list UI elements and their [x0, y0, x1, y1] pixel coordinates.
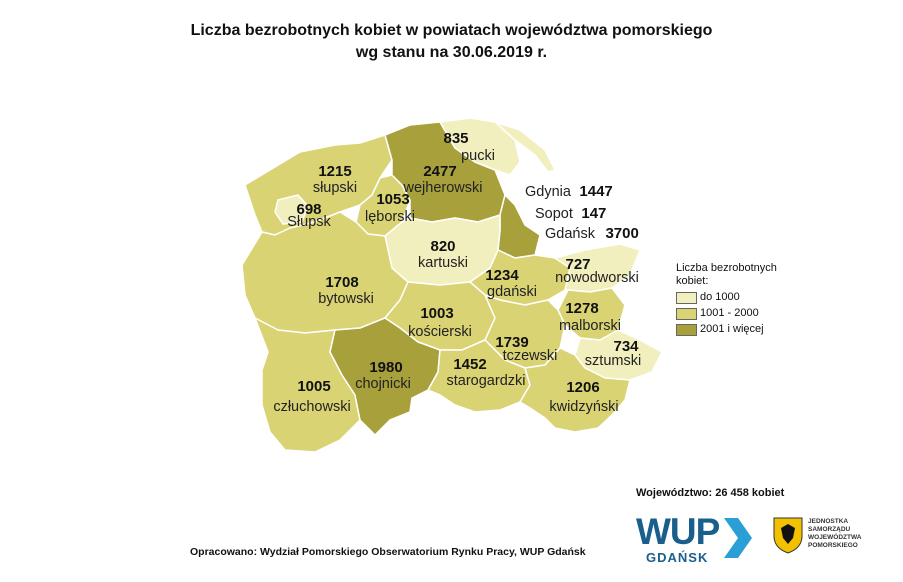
- label-value-tczewski: 1739: [495, 334, 528, 351]
- city-value-gdynia: 1447: [579, 183, 612, 200]
- label-name-czluchowski: człuchowski: [273, 399, 350, 415]
- label-name-sztumski: sztumski: [585, 353, 641, 369]
- label-name-kwidzynski: kwidzyński: [549, 399, 618, 415]
- label-value-leborski: 1053: [376, 191, 409, 208]
- title-line-1: Liczba bezrobotnych kobiet w powiatach w…: [190, 22, 713, 39]
- district-kwidzynski: [519, 347, 631, 433]
- label-value-slupsk: 698: [296, 201, 321, 218]
- total-summary: Województwo: 26 458 kobiet: [636, 487, 785, 499]
- legend: Liczba bezrobotnych kobiet: do 1000 1001…: [676, 262, 796, 336]
- label-name-chojnicki: chojnicki: [355, 376, 411, 392]
- label-name-gdanski: gdański: [487, 284, 537, 300]
- label-value-kwidzynski: 1206: [566, 379, 599, 396]
- label-value-chojnicki: 1980: [369, 359, 402, 376]
- region-logo-text: JEDNOSTKA SAMORZĄDU WOJEWÓDZTWA POMORSKI…: [808, 518, 862, 549]
- label-name-pucki: pucki: [461, 148, 495, 164]
- legend-swatch-mid: [676, 307, 697, 320]
- label-value-kartuski: 820: [430, 238, 455, 255]
- map-title: Liczba bezrobotnych kobiet w powiatach w…: [0, 20, 903, 64]
- legend-item-low: do 1000: [676, 291, 796, 304]
- label-name-starogardzki: starogardzki: [447, 373, 526, 389]
- legend-title: Liczba bezrobotnych kobiet:: [676, 262, 777, 287]
- city-name-sopot: Sopot: [535, 206, 573, 222]
- label-value-malborski: 1278: [565, 300, 598, 317]
- label-value-nowodworski: 727: [565, 256, 590, 273]
- title-line-2: wg stanu na 30.06.2019 r.: [355, 44, 548, 61]
- city-gdansk: Gdańsk 3700: [545, 225, 639, 242]
- label-value-sztumski: 734: [613, 338, 639, 355]
- label-name-slupsk: Słupsk: [287, 214, 331, 230]
- label-value-wejherowski: 2477: [423, 163, 456, 180]
- district-trojmiasto: [497, 194, 541, 259]
- label-value-slupski: 1215: [318, 163, 351, 180]
- label-name-slupski: słupski: [313, 180, 357, 196]
- label-value-starogardzki: 1452: [453, 356, 486, 373]
- label-name-wejherowski: wejherowski: [403, 180, 483, 196]
- label-value-bytowski: 1708: [325, 274, 358, 291]
- label-name-koscierski: kościerski: [408, 324, 472, 340]
- district-chojnicki: [329, 317, 441, 436]
- label-name-kartuski: kartuski: [418, 255, 468, 271]
- wup-logo: WUP GDAŃSK: [636, 511, 756, 565]
- city-name-gdynia: Gdynia: [525, 184, 572, 200]
- source-note: Opracowano: Wydział Pomorskiego Obserwat…: [190, 546, 586, 558]
- wup-arrow-icon: [724, 518, 752, 558]
- hel-peninsula: [494, 121, 556, 173]
- label-value-koscierski: 1003: [420, 305, 453, 322]
- city-sopot: Sopot 147: [535, 205, 606, 222]
- district-pucki: [439, 117, 521, 176]
- city-value-sopot: 147: [581, 205, 606, 222]
- label-name-malborski: malborski: [559, 318, 621, 334]
- wup-logo-subtext: GDAŃSK: [646, 550, 709, 565]
- legend-swatch-low: [676, 291, 697, 304]
- district-slupsk: [274, 194, 309, 225]
- legend-label-high: 2001 i więcej: [700, 323, 764, 335]
- label-name-leborski: lęborski: [365, 209, 415, 225]
- label-value-pucki: 835: [443, 130, 468, 147]
- label-value-gdanski: 1234: [485, 267, 519, 284]
- wup-logo-text: WUP: [636, 511, 720, 552]
- legend-label-mid: 1001 - 2000: [700, 307, 759, 319]
- label-value-czluchowski: 1005: [297, 378, 330, 395]
- label-name-nowodworski: nowodworski: [555, 270, 639, 286]
- label-name-tczewski: tczewski: [503, 348, 558, 364]
- district-czluchowski: [254, 317, 361, 453]
- label-name-bytowski: bytowski: [318, 291, 374, 307]
- city-name-gdansk: Gdańsk: [545, 226, 596, 242]
- legend-swatch-high: [676, 323, 697, 336]
- city-gdynia: Gdynia 1447: [525, 183, 613, 200]
- crest-icon: [773, 517, 803, 554]
- city-value-gdansk: 3700: [605, 225, 638, 242]
- legend-item-high: 2001 i więcej: [676, 323, 796, 336]
- legend-item-mid: 1001 - 2000: [676, 307, 796, 320]
- legend-label-low: do 1000: [700, 291, 740, 303]
